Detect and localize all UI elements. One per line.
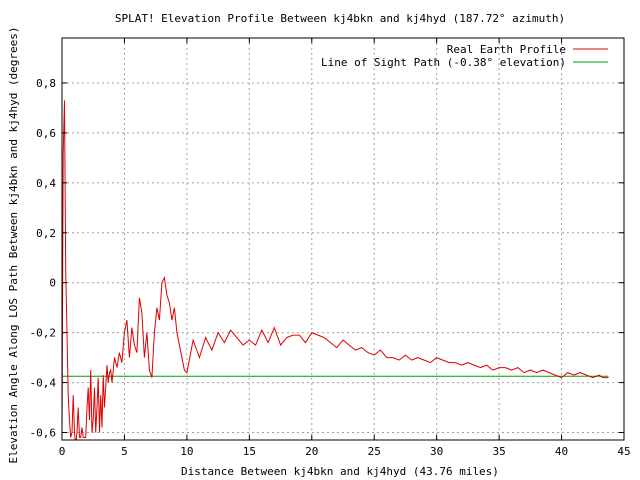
x-tick-label: 40 (555, 445, 568, 458)
chart-title: SPLAT! Elevation Profile Between kj4bkn … (115, 12, 565, 25)
y-tick-label: 0,4 (36, 177, 56, 190)
x-tick-label: 25 (368, 445, 381, 458)
y-axis-label: Elevation Angle Along LOS Path Between k… (7, 26, 20, 463)
x-tick-label: 20 (305, 445, 318, 458)
grid-lines (62, 38, 624, 440)
y-tick-label: 0 (49, 277, 56, 290)
x-tick-label: 45 (617, 445, 630, 458)
y-tick-label: -0,2 (30, 327, 57, 340)
x-tick-label: 10 (180, 445, 193, 458)
x-tick-label: 15 (243, 445, 256, 458)
legend-label: Line of Sight Path (-0.38° elevation) (321, 56, 566, 69)
y-tick-label: -0,4 (30, 377, 57, 390)
x-tick-label: 35 (492, 445, 505, 458)
y-tick-label: 0,2 (36, 227, 56, 240)
series-layer (62, 100, 609, 440)
x-axis-label: Distance Between kj4bkn and kj4hyd (43.7… (181, 465, 499, 478)
y-tick-label: -0,6 (30, 427, 57, 440)
x-tick-label: 5 (121, 445, 128, 458)
legend-label: Real Earth Profile (447, 43, 566, 56)
real-earth-profile-line (62, 100, 609, 440)
y-tick-label: 0,6 (36, 127, 56, 140)
plot-frame (61, 37, 625, 441)
x-tick-label: 30 (430, 445, 443, 458)
axis-ticks: 0 5 10 15 20 25 30 35 40 45 -0,6 -0,4 -0,2 0 0,2 0,4 0,6… (30, 38, 631, 458)
y-tick-label: 0,8 (36, 77, 56, 90)
x-tick-label: 0 (59, 445, 66, 458)
